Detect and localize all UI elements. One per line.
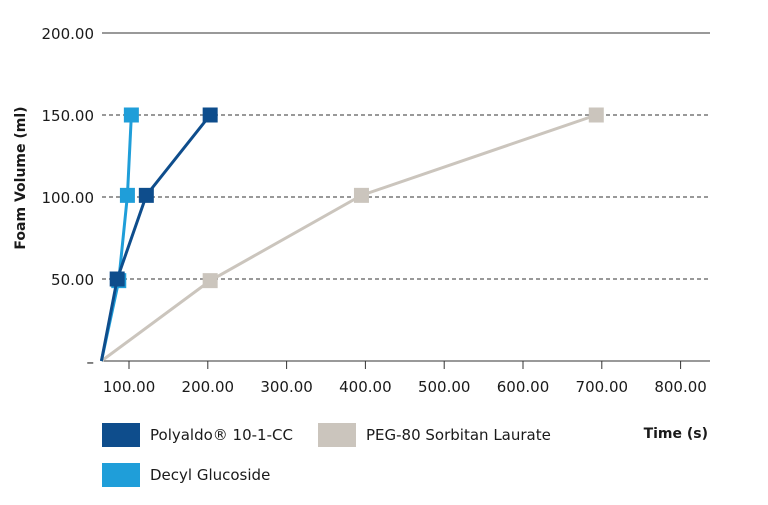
legend-label-decyl-glucoside: Decyl Glucoside — [150, 466, 271, 484]
y-tick-label: 200.00 — [42, 25, 95, 43]
x-tick-label: 800.00 — [654, 378, 707, 396]
legend-swatch-polyaldo — [102, 423, 140, 447]
legend-item-decyl-glucoside: Decyl Glucoside — [102, 463, 270, 487]
data-point — [353, 187, 369, 203]
data-point — [109, 271, 125, 287]
data-point — [119, 187, 135, 203]
x-axis-title: Time (s) — [644, 426, 708, 442]
legend-swatch-decyl-glucoside — [102, 463, 140, 487]
x-tick-label: 100.00 — [103, 378, 156, 396]
y-tick-label: – — [87, 353, 95, 371]
series-line — [99, 114, 212, 362]
x-tick-label: 700.00 — [576, 378, 629, 396]
x-axis: 100.00 200.00 300.00 400.00 500.00 600.00 700.… — [102, 360, 710, 396]
legend-item-peg80: PEG-80 Sorbitan Laurate — [318, 423, 551, 447]
series-layer — [99, 107, 604, 363]
data-point — [202, 273, 218, 289]
x-tick-label: 300.00 — [260, 378, 313, 396]
y-axis-title: Foam Volume (ml) — [13, 106, 29, 249]
legend-swatch-peg80 — [318, 423, 356, 447]
data-point — [588, 107, 604, 123]
x-tick-label: 500.00 — [418, 378, 471, 396]
series-line — [99, 114, 133, 362]
x-tick-label: 400.00 — [339, 378, 392, 396]
legend-item-polyaldo: Polyaldo® 10-1-CC — [102, 423, 293, 447]
y-tick-label: 150.00 — [42, 107, 95, 125]
x-tick-label: 600.00 — [497, 378, 550, 396]
legend-label-polyaldo: Polyaldo® 10-1-CC — [150, 426, 293, 444]
grid-lines — [102, 32, 710, 280]
y-axis: – 50.00 100.00 150.00 200.00 — [42, 25, 95, 371]
series-line — [100, 113, 597, 363]
legend-label-peg80: PEG-80 Sorbitan Laurate — [366, 426, 551, 444]
data-point — [138, 187, 154, 203]
x-tick-label: 200.00 — [182, 378, 235, 396]
data-point — [123, 107, 139, 123]
y-tick-label: 50.00 — [51, 271, 94, 289]
y-tick-label: 100.00 — [42, 189, 95, 207]
data-point — [202, 107, 218, 123]
